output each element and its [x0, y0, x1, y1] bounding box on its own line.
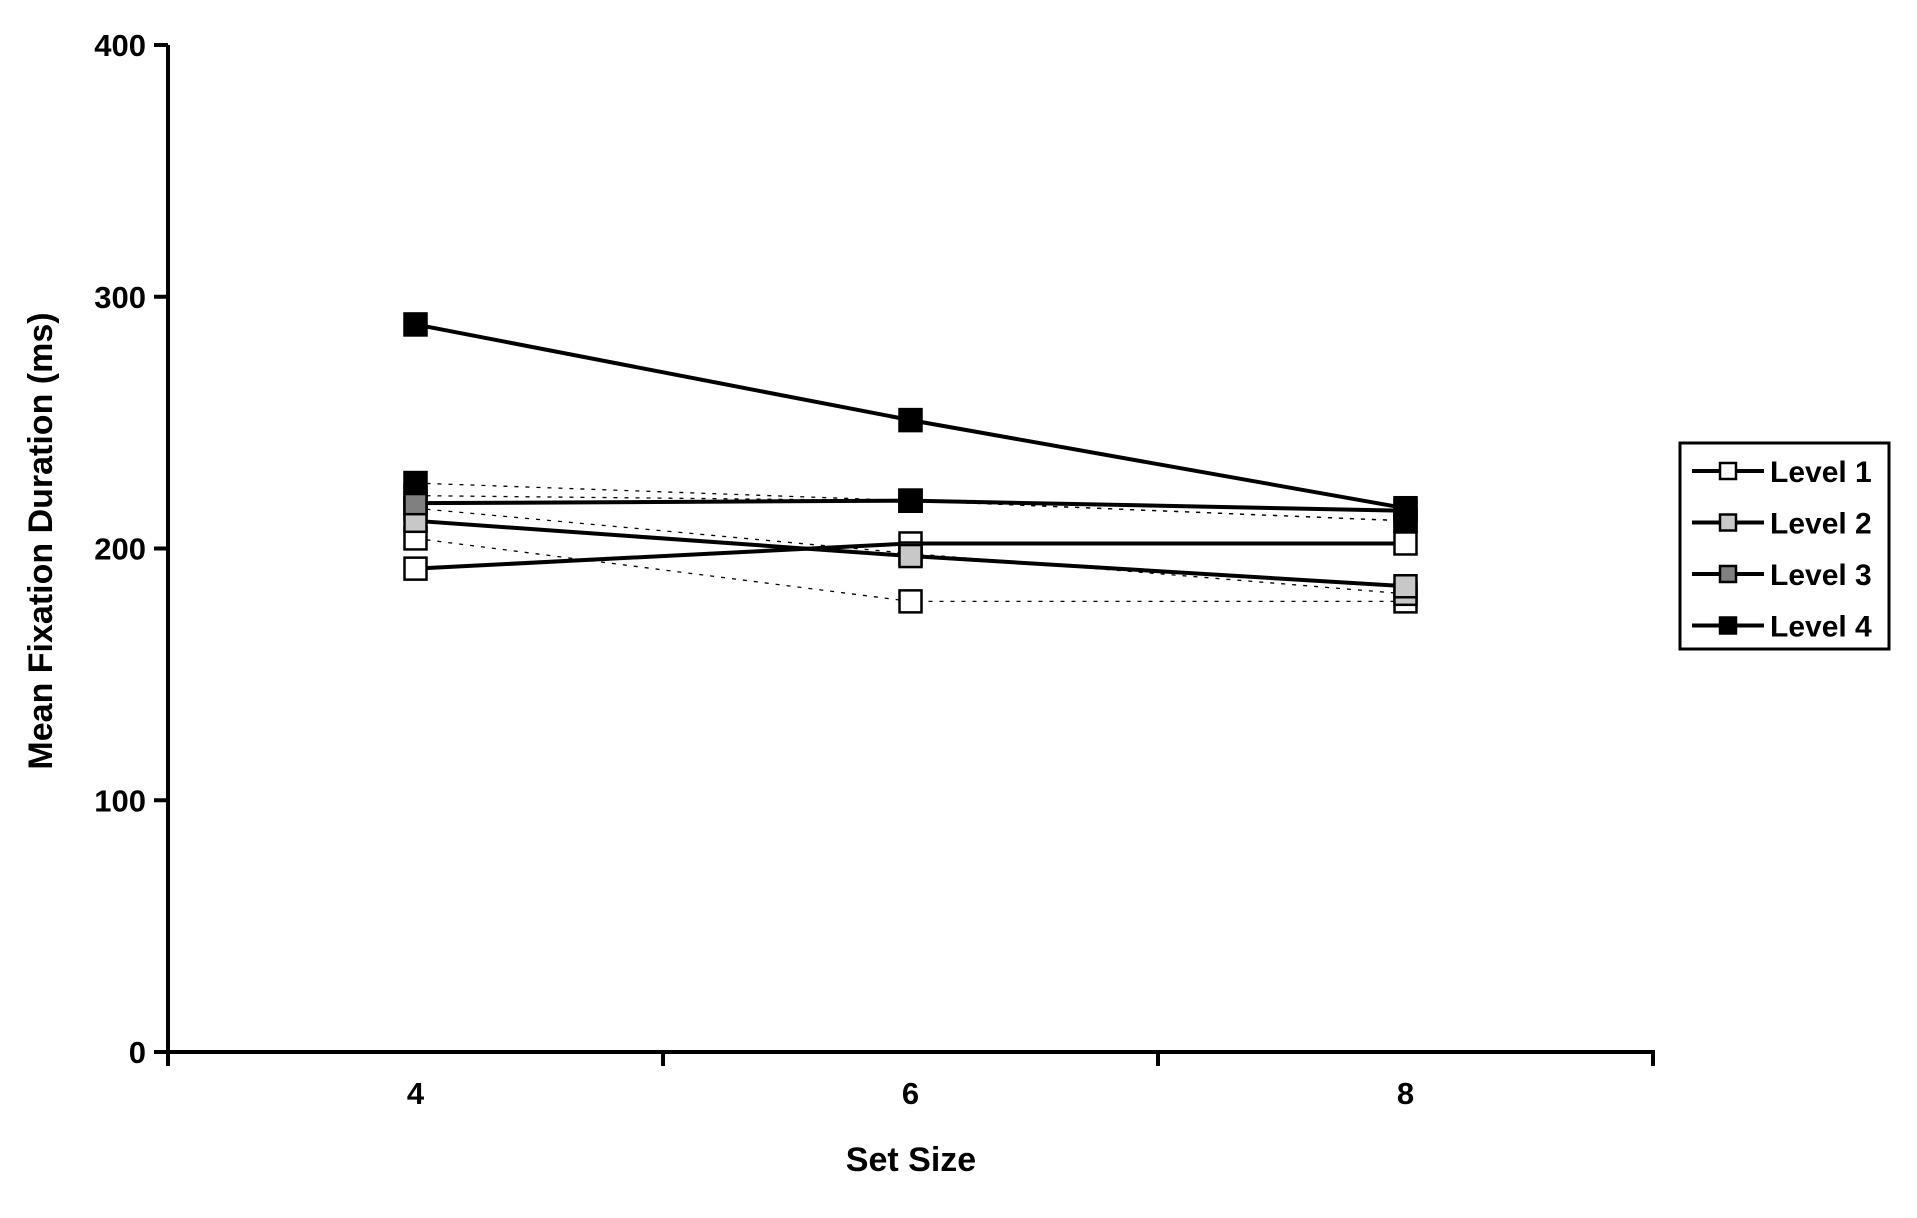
series-markers — [403, 312, 1418, 614]
data-point-marker — [403, 556, 428, 581]
data-point-marker — [898, 407, 923, 433]
data-point-marker — [1393, 531, 1418, 556]
x-tick-label: 6 — [902, 1076, 919, 1111]
legend-marker — [1718, 461, 1738, 481]
legend-label: Level 3 — [1770, 559, 1872, 592]
y-tick-label: 0 — [129, 1035, 146, 1070]
data-point-marker — [403, 470, 428, 496]
y-tick-label: 300 — [94, 280, 146, 315]
x-axis-title: Set Size — [846, 1141, 976, 1179]
legend-label: Level 2 — [1770, 508, 1872, 541]
y-axis-title: Mean Fixation Duration (ms) — [22, 312, 60, 769]
legend-marker — [1718, 616, 1738, 635]
data-point-marker — [898, 488, 923, 513]
data-point-marker — [1393, 495, 1418, 521]
data-point-marker — [898, 543, 923, 569]
axes: 0 100 200 300 400 4 6 8 — [94, 28, 1655, 1111]
y-tick-label: 400 — [94, 28, 146, 63]
y-tick-label: 100 — [94, 783, 146, 818]
data-point-marker — [403, 312, 428, 337]
legend-label: Level 1 — [1770, 456, 1872, 489]
x-tick-label: 8 — [1397, 1076, 1414, 1111]
legend-marker — [1718, 564, 1738, 584]
legend-marker — [1718, 513, 1738, 532]
legend-label: Level 4 — [1770, 611, 1872, 644]
x-tick-label: 4 — [407, 1076, 425, 1111]
legend: Level 1 Level 2 Level 3 Level 4 — [1678, 441, 1891, 651]
y-tick-label: 200 — [94, 532, 146, 567]
data-point-marker — [403, 490, 428, 516]
legend-box — [1678, 441, 1891, 651]
axis-labels: Mean Fixation Duration (ms) Set Size — [22, 312, 976, 1179]
data-point-marker — [898, 589, 923, 614]
data-point-marker — [1393, 574, 1418, 599]
